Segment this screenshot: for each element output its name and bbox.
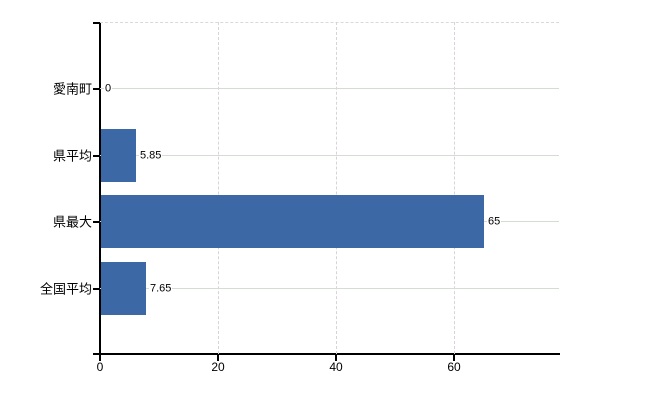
y-axis-top-tick	[93, 22, 100, 24]
y-gridline	[100, 155, 559, 156]
bar-value-label: 5.85	[139, 149, 163, 162]
category-label: 愛南町	[52, 81, 92, 97]
plot-top-border	[100, 22, 559, 23]
category-label: 全国平均	[39, 281, 92, 297]
bar-value-label: 65	[487, 215, 502, 228]
y-axis-tick	[93, 88, 100, 90]
bar	[101, 262, 146, 315]
x-gridline	[454, 22, 455, 354]
x-tick-label: 20	[211, 360, 225, 374]
category-label: 県平均	[52, 148, 92, 164]
y-axis-tick	[93, 155, 100, 157]
y-axis	[99, 22, 101, 361]
x-tick-label: 40	[329, 360, 343, 374]
x-tick-label: 0	[96, 360, 104, 374]
x-gridline	[218, 22, 219, 354]
x-axis	[93, 353, 560, 355]
bar-value-label: 0	[104, 82, 113, 95]
y-axis-tick	[93, 288, 100, 290]
bar-value-label: 7.65	[149, 282, 173, 295]
x-axis-tick	[453, 355, 455, 361]
y-axis-tick	[93, 221, 100, 223]
x-tick-label: 60	[447, 360, 461, 374]
bar	[101, 129, 136, 182]
x-gridline	[336, 22, 337, 354]
y-gridline	[100, 288, 559, 289]
y-gridline	[100, 88, 559, 89]
x-axis-tick	[217, 355, 219, 361]
bar	[101, 195, 484, 248]
category-label: 県最大	[52, 214, 92, 230]
x-axis-tick	[335, 355, 337, 361]
